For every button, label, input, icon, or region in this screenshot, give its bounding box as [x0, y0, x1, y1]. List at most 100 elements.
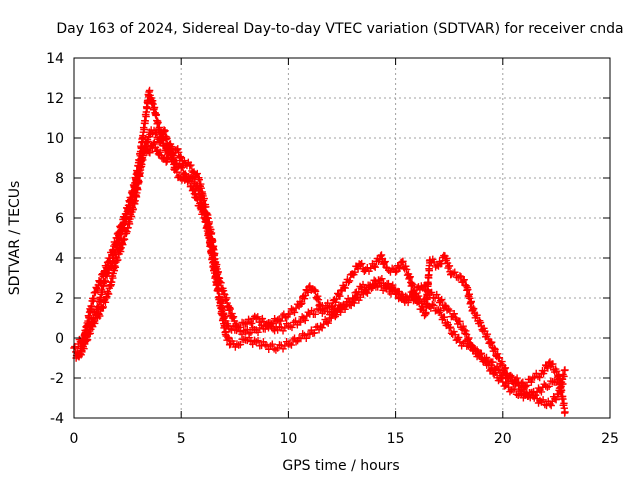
y-tick-label: 14: [46, 51, 64, 67]
satellite-track-1-marker: [495, 354, 504, 362]
satellite-track-2-marker: [229, 312, 238, 321]
satellite-track-2-marker: [446, 307, 454, 315]
satellite-track-3-marker: [138, 160, 146, 169]
satellite-track-3-marker: [511, 385, 519, 393]
satellite-track-1-marker: [140, 125, 148, 134]
satellite-track-1-marker: [340, 283, 348, 292]
satellite-track-3-marker: [91, 319, 99, 328]
satellite-track-2-marker: [539, 369, 548, 378]
y-tick-label: 6: [55, 211, 64, 227]
satellite-track-3-marker: [420, 295, 429, 304]
satellite-track-2-marker: [202, 203, 210, 211]
satellite-track-3-marker: [101, 298, 110, 307]
x-axis-tick-labels: 0 5 10 15 20 25: [70, 431, 619, 447]
satellite-track-3-marker: [221, 322, 229, 330]
satellite-track-3-marker: [134, 185, 142, 194]
satellite-track-3-marker: [119, 241, 127, 249]
satellite-track-1-marker: [547, 401, 555, 410]
satellite-track-1-marker: [464, 285, 472, 294]
satellite-track-3-marker: [491, 368, 500, 377]
satellite-track-3-marker: [287, 341, 296, 349]
satellite-track-1-marker: [336, 292, 344, 300]
satellite-track-1-marker: [498, 357, 506, 366]
satellite-track-3-marker: [83, 336, 91, 345]
satellite-track-1-marker: [536, 396, 544, 405]
satellite-track-1-marker: [437, 259, 446, 268]
satellite-track-2-marker: [161, 126, 169, 135]
satellite-track-3-marker: [468, 342, 476, 350]
satellite-track-3-marker: [205, 233, 214, 241]
satellite-track-2-marker: [433, 290, 441, 299]
satellite-track-3-marker: [146, 149, 154, 157]
satellite-track-3-marker: [206, 241, 215, 249]
satellite-track-1-marker: [141, 117, 149, 125]
satellite-track-2-marker: [175, 154, 184, 162]
satellite-track-3-marker: [240, 335, 248, 344]
satellite-track-1-marker: [480, 324, 488, 332]
x-tick-label: 20: [494, 431, 512, 447]
y-tick-label: 10: [46, 131, 64, 147]
satellite-track-3-marker: [224, 333, 232, 342]
satellite-track-1-marker: [341, 284, 349, 292]
satellite-track-2-marker: [260, 317, 268, 326]
satellite-track-1-marker: [87, 306, 95, 314]
satellite-track-3-marker: [131, 197, 139, 205]
satellite-track-2-marker: [462, 327, 470, 335]
satellite-track-3-marker: [537, 388, 546, 396]
satellite-track-1-marker: [311, 286, 319, 294]
satellite-track-3-marker: [245, 333, 253, 342]
y-axis-tick-labels: -4 -2 0 2 4 6 8 10 12 14: [46, 51, 64, 427]
satellite-track-3-marker: [168, 151, 177, 160]
satellite-track-1-marker: [424, 279, 432, 288]
satellite-track-3-marker: [404, 298, 412, 307]
satellite-track-1-marker: [290, 308, 299, 317]
y-tick-label: 12: [46, 91, 64, 107]
satellite-track-3-marker: [213, 280, 221, 288]
satellite-track-1-marker: [467, 297, 475, 306]
y-axis-label: SDTVAR / TECUs: [7, 181, 23, 296]
satellite-track-3-marker: [124, 223, 132, 232]
satellite-track-1-marker: [473, 311, 481, 319]
satellite-track-2-marker: [527, 378, 536, 386]
satellite-track-3-marker: [450, 327, 458, 336]
satellite-track-2-marker: [458, 325, 466, 333]
satellite-track-3-marker: [196, 199, 204, 208]
satellite-track-3-marker: [127, 212, 136, 221]
y-tick-label: 2: [55, 291, 64, 307]
satellite-track-1-marker: [375, 255, 384, 264]
satellite-track-1-marker: [314, 292, 322, 300]
satellite-track-2-marker: [315, 305, 323, 313]
satellite-track-1-marker: [356, 260, 365, 269]
satellite-track-2-marker: [560, 409, 569, 417]
satellite-track-3-marker: [461, 337, 469, 346]
satellite-track-3-marker: [526, 393, 534, 402]
satellite-track-2-marker: [519, 378, 527, 386]
satellite-track-3-marker: [484, 358, 492, 367]
satellite-track-2-marker: [180, 156, 189, 165]
satellite-track-2-marker: [195, 175, 204, 184]
satellite-track-1-marker: [399, 257, 407, 266]
satellite-track-1-marker: [345, 277, 354, 285]
satellite-track-2-marker: [508, 373, 516, 381]
satellite-track-3-marker: [407, 292, 416, 301]
satellite-track-1-marker: [277, 317, 285, 325]
satellite-track-2-marker: [288, 323, 296, 332]
satellite-track-3-marker: [199, 208, 208, 216]
satellite-track-3-marker: [129, 205, 138, 213]
satellite-track-1-marker: [476, 318, 485, 327]
satellite-track-1-marker: [143, 104, 151, 113]
satellite-track-1-marker: [469, 304, 478, 313]
satellite-track-3-marker: [148, 144, 157, 152]
satellite-track-2-marker: [193, 169, 201, 178]
satellite-track-3-marker: [261, 340, 269, 349]
satellite-track-3-marker: [503, 379, 511, 387]
satellite-track-3-marker: [477, 349, 486, 358]
x-tick-label: 15: [387, 431, 405, 447]
satellite-track-3-marker: [98, 304, 107, 312]
satellite-track-3-marker: [548, 377, 557, 386]
satellite-track-1-marker: [331, 298, 340, 307]
satellite-track-3-marker: [83, 335, 92, 344]
satellite-track-1-marker: [367, 264, 375, 273]
satellite-track-2-marker: [493, 362, 501, 370]
satellite-track-3-marker: [156, 148, 164, 156]
